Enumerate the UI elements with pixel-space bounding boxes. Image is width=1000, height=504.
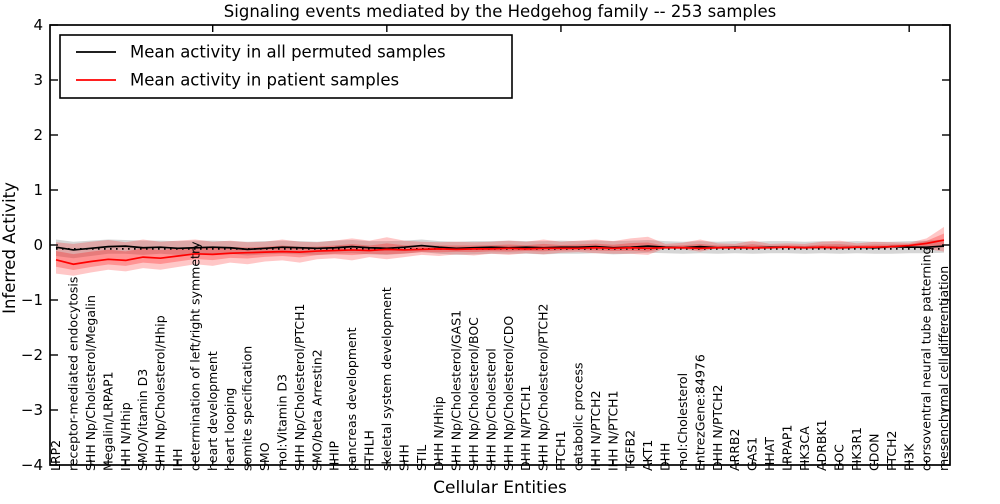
- x-tick-label: BOC: [832, 444, 847, 471]
- x-tick-label: EntrezGene:84976: [692, 354, 707, 471]
- x-tick-label: DHH N/Hhip: [431, 396, 446, 471]
- y-tick-label: −3: [21, 401, 43, 419]
- y-tick-label: 2: [33, 126, 43, 144]
- y-tick-label: −4: [21, 456, 43, 474]
- plot-layers: 4 3 2 1 0 −1 −2 −3 −4 LRP2 receptor-mediated endoc…: [21, 16, 951, 474]
- x-tick-label: SMO/beta Arrestin2: [309, 349, 324, 471]
- y-tick-label: −2: [21, 346, 43, 364]
- x-tick-label: IHH N/PTCH2: [588, 390, 603, 471]
- x-tick-label: heart looping: [222, 388, 237, 471]
- x-tick-label: pancreas development: [344, 327, 359, 471]
- x-tick-label: PIK3CA: [797, 426, 812, 471]
- x-tick-label: SMO: [257, 442, 272, 471]
- x-tick-label: AKT1: [640, 440, 655, 471]
- x-tick-label: HHIP: [327, 441, 342, 471]
- y-tick-label: 3: [33, 71, 43, 89]
- legend-label-permuted: Mean activity in all permuted samples: [130, 43, 446, 62]
- x-tick-label: SHH Np/Cholesterol/Hhip: [153, 315, 168, 471]
- chart-title: Signaling events mediated by the Hedgeho…: [224, 2, 776, 21]
- x-tick-label: SHH Np/Cholesterol/PTCH1: [292, 304, 307, 472]
- x-axis-label: Cellular Entities: [433, 478, 567, 498]
- x-tick-label: IHH N/Hhip: [118, 402, 133, 471]
- x-tick-label: DHH N/PTCH2: [710, 385, 725, 471]
- x-tick-label: determination of left/right symmetry: [187, 241, 202, 471]
- x-tick-label: SMO/Vitamin D3: [135, 369, 150, 471]
- x-tick-label: PI3K: [901, 443, 916, 471]
- x-tick-label: TGFB2: [623, 430, 638, 472]
- x-tick-label: CDON: [866, 433, 881, 471]
- x-tick-label: catabolic process: [570, 362, 585, 471]
- x-tick-label: HHAT: [762, 437, 777, 471]
- x-tick-label: LRP2: [48, 440, 63, 471]
- legend-label-patient: Mean activity in patient samples: [130, 71, 399, 90]
- y-tick-label: 1: [33, 181, 43, 199]
- patient-mean-line: [55, 239, 945, 266]
- x-tick-label: skeletal system development: [379, 287, 394, 471]
- x-tick-label: GAS1: [745, 437, 760, 471]
- y-tick-label: 0: [33, 236, 43, 254]
- x-tick-label: DHH N/PTCH1: [518, 385, 533, 471]
- legend: Mean activity in all permuted samples Me…: [59, 34, 513, 99]
- patient-band-inner: [56, 233, 944, 271]
- x-tick-label: STIL: [414, 445, 429, 471]
- x-tick-label: PTCH1: [553, 430, 568, 471]
- x-tick-label: PTCH2: [884, 430, 899, 471]
- y-tick-label: −1: [21, 291, 43, 309]
- x-tick-label: somite specification: [240, 346, 255, 471]
- x-tick-label: SHH Np/Cholesterol/GAS1: [449, 310, 464, 471]
- y-axis-label: Inferred Activity: [0, 182, 19, 314]
- x-tick-label: SHH: [396, 444, 411, 471]
- x-tick-label: SHH Np/Cholesterol/Megalin: [83, 295, 98, 471]
- x-tick-label: ARRB2: [727, 429, 742, 471]
- x-tick-label: receptor-mediated endocytosis: [66, 277, 81, 471]
- x-tick-label: IHH: [170, 449, 185, 472]
- x-tick-label: PIK3R1: [849, 427, 864, 471]
- x-tick-label: dorsoventral neural tube patterning: [919, 247, 934, 472]
- x-tick-label: DHH: [658, 443, 673, 471]
- x-tick-label: mol:Vitamin D3: [274, 374, 289, 471]
- x-tick-label: heart development: [205, 351, 220, 471]
- x-tick-label: ADRBK1: [814, 419, 829, 471]
- x-tick-label: mesenchymal cell differentiation: [936, 266, 951, 471]
- x-tick-label: IHH N/PTCH1: [605, 390, 620, 471]
- x-tick-label: SHH Np/Cholesterol/PTCH2: [536, 304, 551, 472]
- x-tick-label: Megalin/LRPAP1: [100, 371, 115, 471]
- x-tick-label: SHH Np/Cholesterol: [483, 348, 498, 471]
- patient-band: [56, 226, 944, 276]
- x-tick-label: PTHLH: [362, 430, 377, 471]
- legend-box: [59, 34, 513, 99]
- x-tick-label: SHH Np/Cholesterol/CDO: [501, 316, 516, 471]
- x-tick-label: mol:Cholesterol: [675, 373, 690, 471]
- x-tick-label: LRPAP1: [779, 425, 794, 471]
- x-tick-label: SHH Np/Cholesterol/BOC: [466, 317, 481, 471]
- y-tick-label: 4: [33, 16, 43, 34]
